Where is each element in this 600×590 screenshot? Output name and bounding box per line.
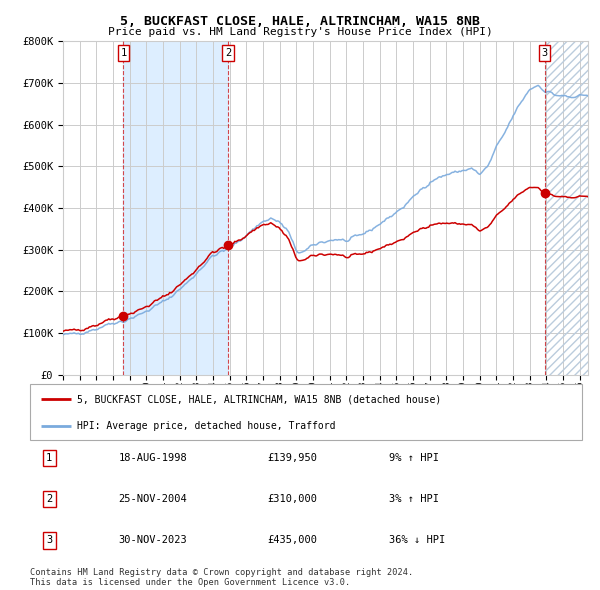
Text: £310,000: £310,000 xyxy=(268,494,317,504)
Text: 5, BUCKFAST CLOSE, HALE, ALTRINCHAM, WA15 8NB: 5, BUCKFAST CLOSE, HALE, ALTRINCHAM, WA1… xyxy=(120,15,480,28)
Text: £435,000: £435,000 xyxy=(268,536,317,545)
Text: £139,950: £139,950 xyxy=(268,453,317,463)
Bar xyxy=(545,41,588,375)
Text: 30-NOV-2023: 30-NOV-2023 xyxy=(118,536,187,545)
Bar xyxy=(545,41,588,375)
Text: 9% ↑ HPI: 9% ↑ HPI xyxy=(389,453,439,463)
FancyBboxPatch shape xyxy=(30,384,582,440)
Bar xyxy=(124,41,228,375)
Text: 3: 3 xyxy=(46,536,52,545)
Text: 18-AUG-1998: 18-AUG-1998 xyxy=(118,453,187,463)
Text: 2: 2 xyxy=(225,48,231,58)
Text: 36% ↓ HPI: 36% ↓ HPI xyxy=(389,536,445,545)
Text: 3% ↑ HPI: 3% ↑ HPI xyxy=(389,494,439,504)
Text: Price paid vs. HM Land Registry's House Price Index (HPI): Price paid vs. HM Land Registry's House … xyxy=(107,27,493,37)
Text: 1: 1 xyxy=(46,453,52,463)
Text: 25-NOV-2004: 25-NOV-2004 xyxy=(118,494,187,504)
Text: 5, BUCKFAST CLOSE, HALE, ALTRINCHAM, WA15 8NB (detached house): 5, BUCKFAST CLOSE, HALE, ALTRINCHAM, WA1… xyxy=(77,394,441,404)
Text: HPI: Average price, detached house, Trafford: HPI: Average price, detached house, Traf… xyxy=(77,421,335,431)
Text: Contains HM Land Registry data © Crown copyright and database right 2024.
This d: Contains HM Land Registry data © Crown c… xyxy=(30,568,413,587)
Text: 3: 3 xyxy=(542,48,548,58)
Text: 2: 2 xyxy=(46,494,52,504)
Text: 1: 1 xyxy=(120,48,127,58)
